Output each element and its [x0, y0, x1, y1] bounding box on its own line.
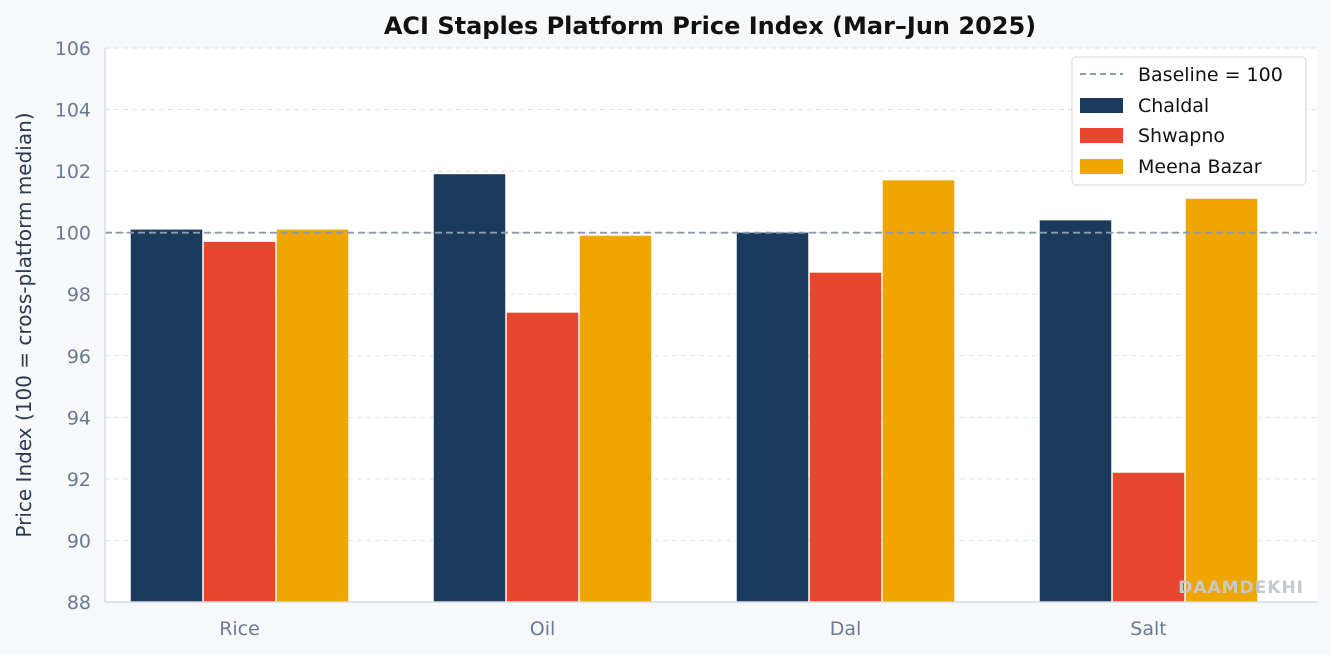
bar-meena-bazar-rice	[276, 229, 349, 603]
legend: Baseline = 100 Chaldal Shwapno Meena Baz…	[1071, 56, 1307, 186]
legend-baseline-label: Baseline = 100	[1138, 64, 1283, 86]
y-tick-label: 102	[55, 161, 91, 183]
legend-swatch-meena-bazar	[1080, 159, 1123, 174]
y-tick-label: 104	[55, 100, 91, 122]
watermark: DAAMDEKHI	[1178, 578, 1304, 598]
legend-label-shwapno: Shwapno	[1138, 125, 1225, 147]
y-tick-label: 106	[55, 38, 91, 60]
bar-shwapno-oil	[506, 312, 579, 602]
y-tick-labels: 88 90 92 94 96 98 100 102 104 106	[55, 38, 91, 614]
y-tick-label: 96	[67, 346, 91, 368]
bars	[130, 174, 1258, 603]
x-tick-labels: Rice Oil Dal Salt	[219, 618, 1167, 640]
y-tick-label: 100	[55, 223, 91, 245]
y-axis-label: Price Index (100 = cross-platform median…	[12, 112, 36, 537]
x-tick-label: Dal	[830, 618, 862, 640]
y-tick-label: 94	[67, 407, 91, 429]
legend-label-chaldal: Chaldal	[1138, 95, 1209, 117]
y-tick-label: 88	[67, 592, 91, 614]
legend-swatch-chaldal	[1080, 98, 1123, 113]
chart-title: ACI Staples Platform Price Index (Mar–Ju…	[384, 12, 1036, 40]
y-tick-label: 92	[67, 469, 91, 491]
bar-chaldal-dal	[736, 232, 809, 602]
bar-shwapno-rice	[203, 241, 276, 602]
y-tick-label: 90	[67, 530, 91, 552]
bar-meena-bazar-dal	[882, 180, 955, 602]
bar-chaldal-salt	[1039, 220, 1112, 602]
legend-label-meena-bazar: Meena Bazar	[1138, 156, 1262, 178]
bar-shwapno-salt	[1112, 472, 1185, 602]
legend-box	[1071, 56, 1307, 186]
bar-chaldal-rice	[130, 229, 203, 603]
bar-meena-bazar-oil	[579, 235, 652, 602]
x-tick-label: Rice	[219, 618, 260, 640]
legend-swatch-shwapno	[1080, 128, 1123, 143]
bar-shwapno-dal	[809, 272, 882, 602]
y-tick-label: 98	[67, 284, 91, 306]
x-tick-label: Salt	[1130, 618, 1166, 640]
bar-chaldal-oil	[433, 174, 506, 602]
bar-meena-bazar-salt	[1185, 198, 1258, 603]
x-tick-label: Oil	[530, 618, 556, 640]
